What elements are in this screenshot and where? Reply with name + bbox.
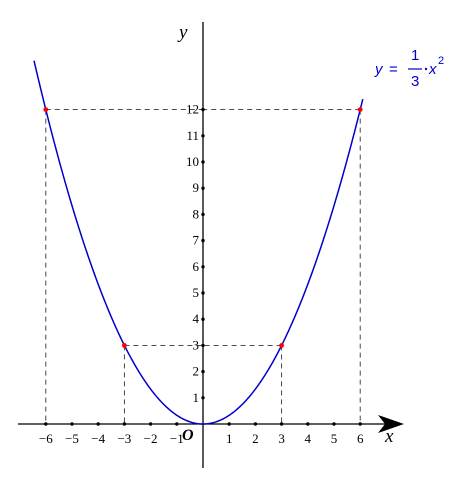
- equation-variable: x: [428, 61, 437, 78]
- y-tick-7: [201, 238, 205, 243]
- x-tick--5: [70, 422, 74, 426]
- y-tick-label: 3: [193, 337, 200, 352]
- y-tick-label: 12: [186, 102, 199, 117]
- y-tick-12: [201, 107, 205, 112]
- x-tick-label: −4: [91, 431, 105, 446]
- x-tick-label: −1: [170, 431, 184, 446]
- y-tick-label: 1: [193, 390, 200, 405]
- y-tick-label: 8: [193, 206, 200, 221]
- x-tick-label: −5: [65, 431, 79, 446]
- highlight-point-0: [43, 107, 49, 112]
- curve-equation-label: y = 1 3 x 2: [374, 47, 444, 90]
- x-tick-label: −2: [144, 431, 158, 446]
- x-tick-5: [332, 422, 336, 426]
- parabola-curve: [33, 60, 364, 425]
- x-tick-label: 5: [331, 431, 338, 446]
- highlight-point-2: [279, 343, 284, 348]
- y-tick-8: [201, 212, 205, 217]
- y-tick-label: 4: [193, 311, 200, 326]
- dashed-guide-lines: [45, 109, 361, 424]
- x-axis-label: x: [384, 426, 394, 447]
- x-tick-6: [358, 422, 362, 426]
- y-tick-label: 6: [193, 259, 200, 274]
- highlight-point-3: [357, 107, 363, 112]
- x-tick-3: [279, 422, 284, 426]
- equation-dot: [424, 67, 428, 71]
- y-tick-label: 10: [186, 154, 199, 169]
- x-tick--3: [122, 422, 127, 426]
- x-tick-label: −6: [39, 431, 53, 446]
- x-tick-label: 2: [252, 431, 259, 446]
- equation-numerator: 1: [411, 47, 419, 64]
- x-tick-4: [306, 422, 310, 426]
- y-tick-11: [201, 134, 205, 138]
- y-tick-label: 2: [193, 364, 200, 379]
- y-tick-6: [201, 265, 205, 269]
- y-tick-label: 5: [193, 285, 200, 300]
- x-tick--2: [148, 422, 153, 426]
- curve-layer: [33, 60, 364, 425]
- equation-exponent: 2: [438, 55, 444, 67]
- axes: [18, 22, 404, 468]
- origin-label: O: [182, 427, 194, 444]
- y-tick-10: [201, 160, 205, 164]
- equation-equals: =: [389, 61, 398, 78]
- x-tick-1: [227, 422, 231, 426]
- x-tick-label: 6: [357, 431, 364, 446]
- y-tick-label: 11: [186, 128, 199, 143]
- equation-lhs: y: [374, 61, 384, 78]
- x-tick--1: [175, 422, 179, 426]
- y-tick-label: 9: [193, 180, 200, 195]
- y-tick-label: 7: [193, 233, 200, 248]
- y-tick-9: [201, 186, 205, 190]
- x-tick-2: [253, 422, 258, 426]
- highlight-point-1: [122, 343, 127, 348]
- x-tick-label: 1: [226, 431, 233, 446]
- x-axis-arrowhead: [378, 415, 404, 433]
- y-tick-3: [201, 343, 205, 348]
- highlighted-points: [43, 107, 363, 348]
- y-tick-1: [201, 396, 205, 400]
- y-axis-label: y: [177, 22, 188, 43]
- equation-denominator: 3: [411, 73, 419, 90]
- x-tick-label: −3: [117, 431, 131, 446]
- y-tick-4: [201, 317, 205, 321]
- x-tick-label: 3: [278, 431, 285, 446]
- axis-ticks: [44, 107, 362, 426]
- x-tick-label: 4: [305, 431, 312, 446]
- y-tick-5: [201, 291, 205, 295]
- x-tick--6: [44, 422, 48, 426]
- y-tick-2: [201, 369, 205, 374]
- x-tick--4: [96, 422, 100, 426]
